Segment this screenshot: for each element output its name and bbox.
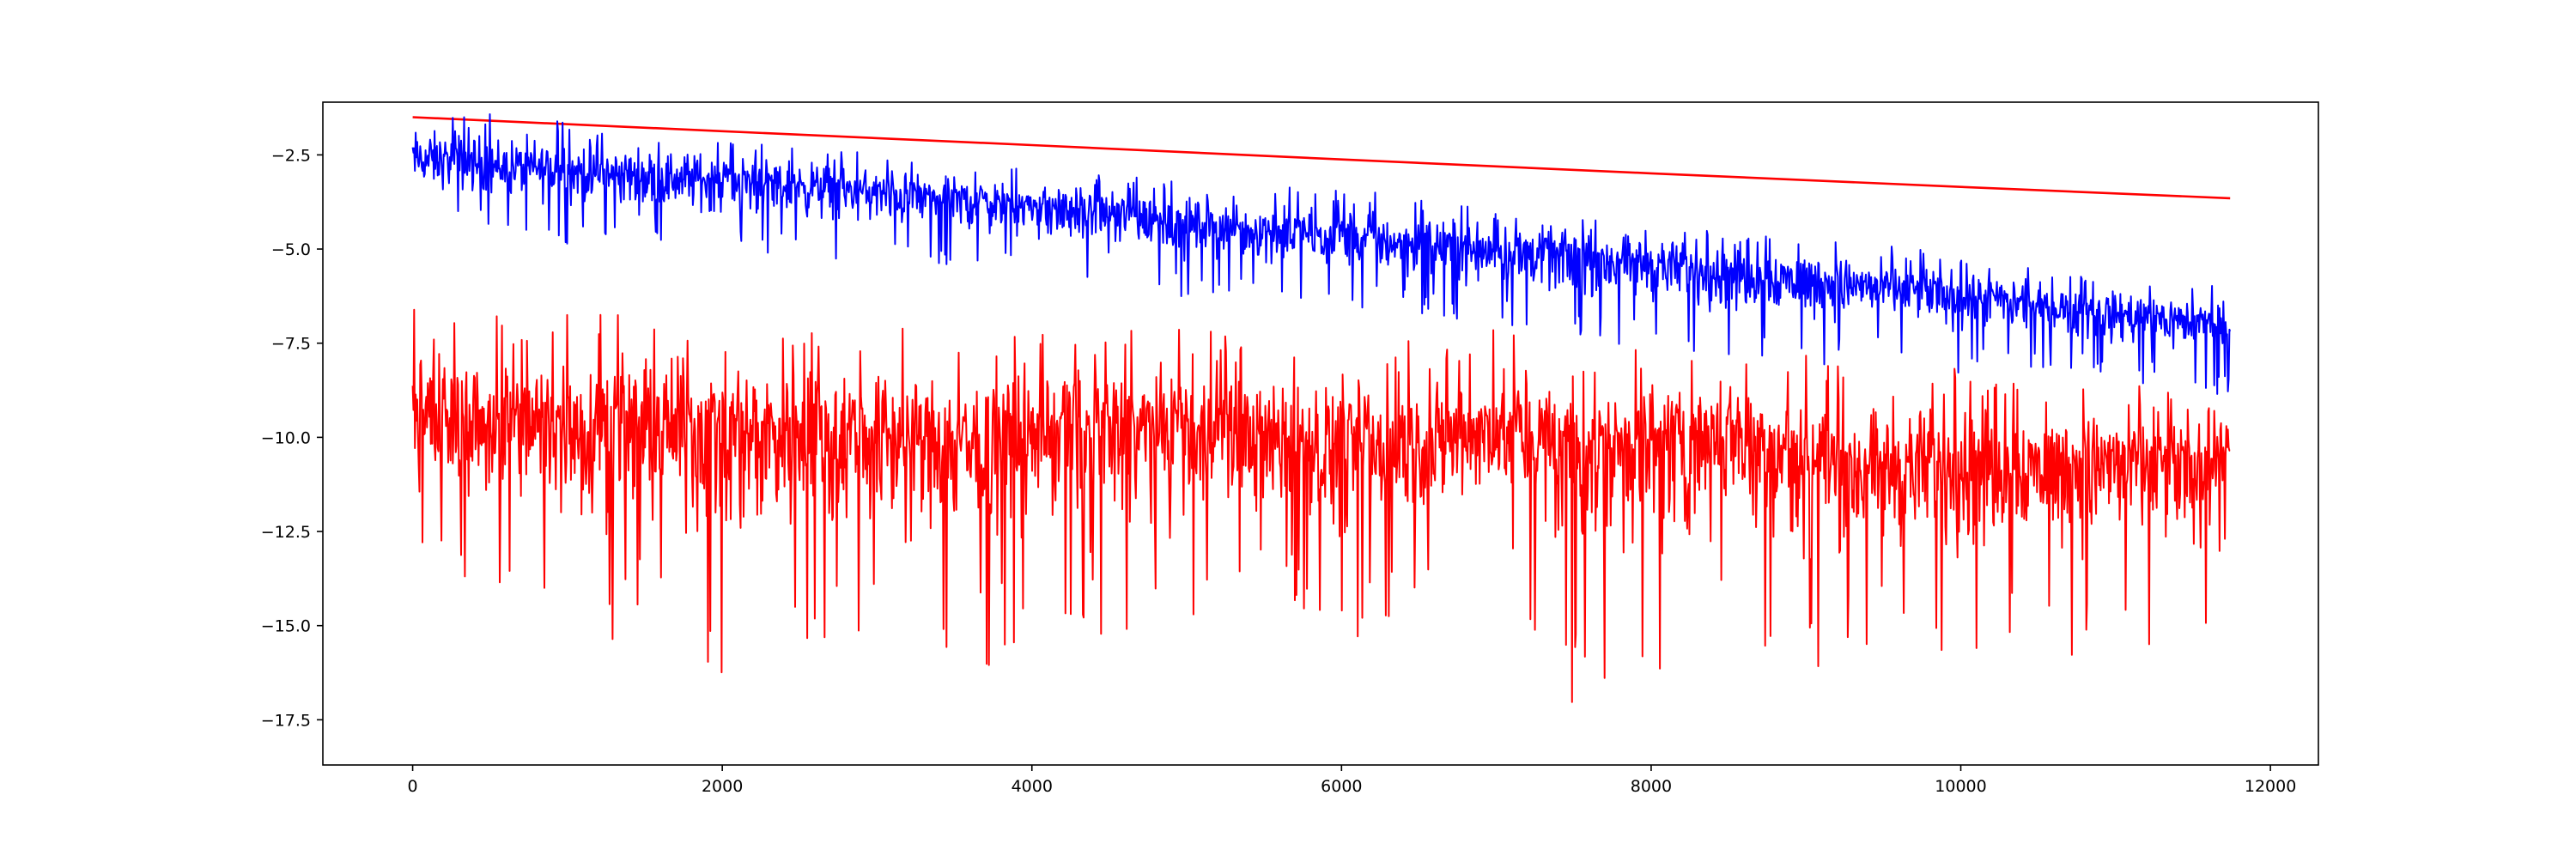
series-line-1	[412, 116, 2231, 200]
y-tick-label: −7.5	[271, 335, 311, 354]
y-tick-label: −5.0	[271, 240, 311, 259]
x-tick-label: 6000	[1321, 777, 1362, 796]
series-layer	[411, 113, 2232, 703]
x-tick-label: 12000	[2245, 777, 2296, 796]
plot-background	[323, 102, 2318, 765]
plot-frame	[322, 101, 2319, 766]
y-tick-label: −12.5	[261, 523, 311, 542]
y-tick-label: −17.5	[261, 711, 311, 730]
plot-area	[323, 102, 2318, 765]
x-tick-label: 2000	[702, 777, 743, 796]
x-tick-label: 0	[408, 777, 418, 796]
axes-layer: 0 2000 4000 6000 8000 10000 12000 −2.5 −5.0 −7.5 −…	[261, 101, 2319, 796]
x-tick-label: 10000	[1935, 777, 1986, 796]
y-tick-label: −15.0	[261, 617, 311, 636]
series-line-3	[411, 308, 2231, 703]
y-tick-label: −2.5	[271, 146, 311, 165]
series-line-2	[411, 113, 2232, 395]
y-tick-label: −10.0	[261, 428, 311, 447]
x-tick-label: 8000	[1631, 777, 1672, 796]
x-tick-label: 4000	[1012, 777, 1053, 796]
